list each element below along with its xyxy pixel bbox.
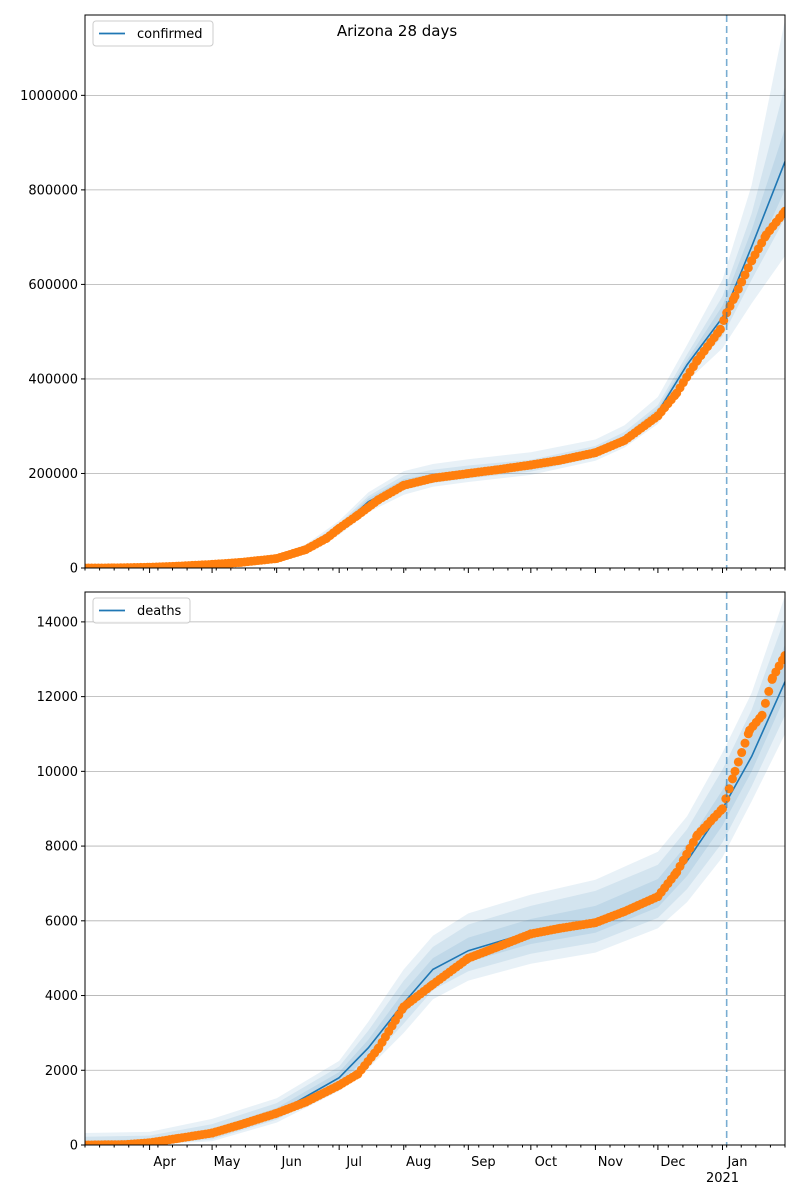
observed-point (718, 804, 727, 814)
x-tick-label: Dec (660, 1155, 685, 1170)
observed-point (780, 651, 785, 661)
grid-lines (85, 621, 785, 1146)
x-tick-label: Jan (726, 1155, 747, 1170)
observed-points (85, 206, 785, 568)
y-tick-label: 400000 (28, 372, 78, 387)
y-axis: 0 200000 400000 600000 800000 1000000 (20, 89, 85, 577)
observed-point (730, 291, 740, 301)
uncertainty-band-inner (85, 128, 785, 568)
x-axis (84, 568, 786, 573)
figure-title: Arizona 28 days (337, 22, 458, 40)
y-tick-label: 10000 (37, 765, 78, 780)
observed-points (85, 651, 785, 1145)
observed-point (733, 284, 743, 294)
x-year-label: 2021 (706, 1171, 739, 1186)
observed-point (760, 698, 770, 708)
uncertainty-band-mid (85, 85, 785, 568)
y-tick-label: 200000 (28, 467, 78, 482)
deaths-panel: 0 2000 4000 6000 8000 10000 12000 14000 Apr May Ju… (37, 591, 786, 1186)
observed-point (733, 757, 743, 767)
legend-box (92, 597, 191, 624)
x-tick-label: Jul (345, 1155, 362, 1170)
observed-point (780, 206, 785, 216)
legend: confirmed (92, 20, 214, 47)
y-tick-label: 4000 (45, 989, 78, 1004)
uncertainty-band-mid (85, 618, 785, 1145)
uncertainty-band-outer (85, 19, 785, 568)
y-tick-label: 8000 (45, 840, 78, 855)
uncertainty-band-inner (85, 644, 785, 1145)
plot-area (85, 595, 785, 1145)
legend-box (92, 20, 214, 47)
uncertainty-band-outer (85, 595, 785, 1145)
y-tick-label: 800000 (28, 183, 78, 198)
y-tick-label: 1000000 (20, 89, 78, 104)
y-axis: 0 2000 4000 6000 8000 10000 12000 14000 (37, 615, 85, 1154)
observed-point (721, 794, 731, 804)
observed-point (730, 766, 740, 776)
observed-point (737, 277, 747, 287)
x-tick-label: Apr (153, 1155, 176, 1170)
y-tick-label: 14000 (37, 615, 78, 630)
y-tick-label: 12000 (37, 690, 78, 705)
plot-area (85, 19, 785, 568)
y-tick-label: 600000 (28, 278, 78, 293)
observed-point (740, 270, 750, 280)
y-tick-label: 0 (70, 562, 78, 577)
observed-point (740, 738, 750, 748)
y-tick-label: 6000 (45, 914, 78, 929)
observed-point (728, 774, 737, 784)
observed-point (737, 748, 747, 758)
x-tick-label: May (214, 1155, 241, 1170)
x-tick-label: Nov (598, 1155, 624, 1170)
model-line (85, 681, 785, 1145)
legend-label: deaths (137, 604, 182, 619)
x-tick-label: Jun (281, 1155, 302, 1170)
x-tick-label: Aug (406, 1155, 431, 1170)
observed-point (743, 263, 753, 273)
y-tick-label: 0 (70, 1139, 78, 1154)
legend: deaths (92, 597, 191, 624)
confirmed-panel: 0 200000 400000 600000 800000 1000000 confirme… (20, 14, 786, 577)
observed-point (757, 710, 767, 720)
x-tick-label: Sep (471, 1155, 496, 1170)
x-tick-label: Oct (535, 1155, 557, 1170)
y-tick-label: 2000 (45, 1064, 78, 1079)
legend-label: confirmed (137, 27, 203, 42)
observed-point (764, 686, 774, 696)
grid-lines (85, 94, 785, 569)
observed-point (715, 324, 725, 334)
